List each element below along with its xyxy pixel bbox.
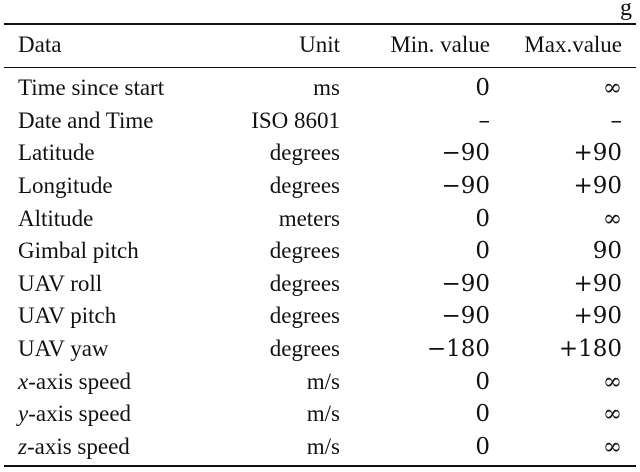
- cell-max-value: –: [610, 107, 623, 134]
- header-min-value: Min. value: [390, 32, 490, 57]
- cell-unit: m/s: [306, 368, 340, 394]
- table-row: Altitude meters 0 ∞: [4, 202, 636, 235]
- cell-unit: m/s: [306, 433, 340, 459]
- table-row: y-axis speed m/s 0 ∞: [4, 398, 636, 431]
- table-row: Date and Time ISO 8601 – –: [4, 105, 636, 138]
- cell-min-value: 0: [475, 205, 490, 232]
- cell-data-name: UAV roll: [4, 268, 218, 301]
- data-label: -axis speed: [28, 368, 132, 394]
- cell-unit: ms: [313, 75, 340, 101]
- table-body: Time since start ms 0 ∞ Date and Time ISO 860…: [4, 72, 636, 463]
- cell-unit: ISO 8601: [251, 107, 340, 133]
- data-label: UAV pitch: [18, 303, 117, 329]
- cell-max-value: +90: [573, 173, 622, 200]
- cell-max-value: +90: [573, 140, 622, 167]
- cell-min-value: 0: [475, 401, 490, 428]
- header-max-value: Max.value: [524, 32, 622, 57]
- data-label: -axis speed: [28, 401, 132, 427]
- table-row: Gimbal pitch degrees 0 90: [4, 235, 636, 268]
- cell-data-name: Time since start: [4, 72, 218, 105]
- cell-unit: degrees: [269, 238, 340, 264]
- top-rule: [4, 23, 636, 25]
- axis-variable: z: [18, 433, 27, 459]
- table-header: Data Unit Min. value Max.value: [4, 27, 636, 63]
- table-row: UAV roll degrees −90 +90: [4, 268, 636, 301]
- cell-min-value: −90: [441, 140, 490, 167]
- cell-max-value: ∞: [602, 433, 622, 460]
- data-label: UAV roll: [18, 270, 103, 296]
- cut-off-caption-text: g: [620, 0, 632, 21]
- cell-min-value: −90: [441, 303, 490, 330]
- cell-data-name: UAV pitch: [4, 300, 218, 333]
- axis-variable: x: [18, 368, 29, 394]
- data-label: Date and Time: [18, 107, 154, 133]
- header-row: Data Unit Min. value Max.value: [4, 27, 636, 63]
- data-label: Time since start: [18, 75, 165, 101]
- header-rule: [4, 67, 636, 68]
- header-data: Data: [18, 32, 62, 57]
- table-row: Latitude degrees −90 +90: [4, 137, 636, 170]
- cell-max-value: ∞: [602, 368, 622, 395]
- cell-unit: degrees: [269, 270, 340, 296]
- axis-variable: y: [18, 401, 29, 427]
- cell-data-name: Date and Time: [4, 105, 218, 138]
- table-row: UAV pitch degrees −90 +90: [4, 300, 636, 333]
- cell-min-value: 0: [475, 433, 490, 460]
- cell-max-value: +90: [573, 303, 622, 330]
- cell-unit: meters: [278, 205, 340, 231]
- table-row: UAV yaw degrees −180 +180: [4, 333, 636, 366]
- table-row: x-axis speed m/s 0 ∞: [4, 365, 636, 398]
- table-row: Time since start ms 0 ∞: [4, 72, 636, 105]
- cell-unit: degrees: [269, 336, 340, 362]
- cell-min-value: −180: [426, 336, 490, 363]
- cell-data-name: x-axis speed: [4, 365, 218, 398]
- cell-max-value: ∞: [602, 75, 622, 102]
- cell-min-value: 0: [475, 368, 490, 395]
- cell-data-name: Longitude: [4, 170, 218, 203]
- cell-min-value: 0: [475, 75, 490, 102]
- data-label: -axis speed: [26, 433, 130, 459]
- cell-data-name: y-axis speed: [4, 398, 218, 431]
- cell-min-value: –: [478, 107, 491, 134]
- data-label: Latitude: [18, 140, 95, 166]
- data-label: UAV yaw: [18, 336, 109, 362]
- table-row: z-axis speed m/s 0 ∞: [4, 431, 636, 464]
- cell-max-value: ∞: [602, 401, 622, 428]
- cell-max-value: ∞: [602, 205, 622, 232]
- cell-max-value: +90: [573, 270, 622, 297]
- cell-unit: degrees: [269, 303, 340, 329]
- cell-min-value: 0: [475, 238, 490, 265]
- cell-data-name: Altitude: [4, 202, 218, 235]
- header-unit: Unit: [299, 32, 340, 57]
- cell-unit: m/s: [306, 401, 340, 427]
- cell-max-value: 90: [592, 238, 622, 265]
- cell-data-name: Gimbal pitch: [4, 235, 218, 268]
- data-label: Gimbal pitch: [18, 238, 139, 264]
- cell-unit: degrees: [269, 173, 340, 199]
- cell-min-value: −90: [441, 173, 490, 200]
- cell-data-name: UAV yaw: [4, 333, 218, 366]
- data-label: Altitude: [18, 205, 94, 231]
- cell-unit: degrees: [269, 140, 340, 166]
- table-row: Longitude degrees −90 +90: [4, 170, 636, 203]
- cell-min-value: −90: [441, 270, 490, 297]
- cell-data-name: z-axis speed: [4, 431, 218, 464]
- cell-max-value: +180: [558, 336, 622, 363]
- bottom-rule: [4, 465, 636, 467]
- data-label: Longitude: [18, 173, 113, 199]
- cell-data-name: Latitude: [4, 137, 218, 170]
